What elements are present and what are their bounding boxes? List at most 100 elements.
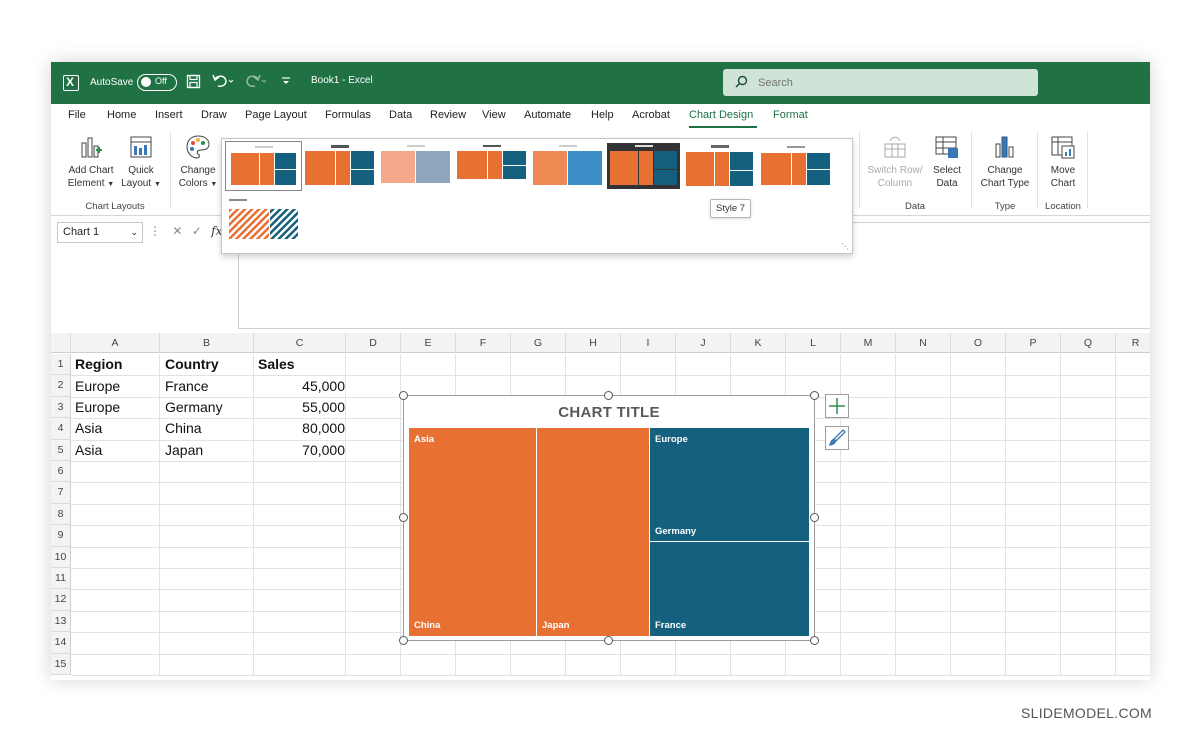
row-header-13[interactable]: 13	[51, 610, 71, 633]
cell-c1[interactable]: Sales	[258, 356, 295, 372]
tab-help[interactable]: Help	[591, 109, 614, 121]
resize-handle-bottom-right[interactable]	[810, 636, 819, 645]
cell-b1[interactable]: Country	[165, 356, 219, 372]
tab-page-layout[interactable]: Page Layout	[245, 109, 307, 121]
select-all-corner[interactable]	[51, 333, 71, 353]
chart-style-1[interactable]	[225, 141, 302, 191]
tab-format[interactable]: Format	[773, 109, 808, 121]
tab-view[interactable]: View	[482, 109, 506, 121]
row-header-9[interactable]: 9	[51, 525, 71, 547]
insert-function-icon[interactable]: fx	[211, 224, 223, 238]
tab-file[interactable]: File	[68, 109, 86, 121]
row-header-4[interactable]: 4	[51, 418, 71, 440]
column-header-g[interactable]: G	[511, 333, 566, 353]
chart-style-8[interactable]	[759, 143, 832, 189]
cell-c5[interactable]: 70,000	[302, 442, 345, 458]
row-header-7[interactable]: 7	[51, 482, 71, 504]
cell-c3[interactable]: 55,000	[302, 399, 345, 415]
treemap-chart[interactable]: CHART TITLE China Japan Asia Germany France E…	[403, 395, 815, 641]
enter-icon[interactable]: ✓	[191, 224, 202, 238]
change-chart-type-button[interactable]: Change Chart Type	[975, 134, 1035, 190]
add-chart-element-button[interactable]: Add Chart Element ▼	[63, 134, 119, 191]
undo-icon[interactable]	[211, 73, 233, 89]
chart-style-9[interactable]	[227, 197, 300, 243]
chevron-down-icon[interactable]: ⌄	[130, 227, 138, 237]
column-header-l[interactable]: L	[786, 333, 841, 353]
tab-insert[interactable]: Insert	[155, 109, 183, 121]
tab-acrobat[interactable]: Acrobat	[632, 109, 670, 121]
cancel-icon[interactable]: ✕	[172, 224, 183, 238]
column-header-f[interactable]: F	[456, 333, 511, 353]
save-icon[interactable]	[186, 74, 201, 89]
column-header-c[interactable]: C	[254, 333, 346, 353]
chart-style-7[interactable]	[683, 143, 756, 189]
chart-title[interactable]: CHART TITLE	[558, 404, 660, 421]
cell-a1[interactable]: Region	[75, 356, 123, 372]
cell-b3[interactable]: Germany	[165, 399, 223, 415]
row-header-5[interactable]: 5	[51, 439, 71, 461]
column-header-m[interactable]: M	[841, 333, 896, 353]
resize-handle-right[interactable]	[810, 513, 819, 522]
column-header-r[interactable]: R	[1116, 333, 1150, 353]
tab-chart-design[interactable]: Chart Design	[689, 109, 754, 121]
cell-b4[interactable]: China	[165, 420, 202, 436]
tab-review[interactable]: Review	[430, 109, 467, 121]
row-header-2[interactable]: 2	[51, 375, 71, 397]
chart-style-5[interactable]	[531, 143, 604, 189]
tab-formulas[interactable]: Formulas	[325, 109, 371, 121]
chart-style-2[interactable]	[303, 143, 376, 189]
cell-c4[interactable]: 80,000	[302, 420, 345, 436]
redo-icon[interactable]	[244, 73, 266, 89]
resize-handle-bottom-left[interactable]	[399, 636, 408, 645]
more-options-icon[interactable]: ⋮	[149, 224, 161, 238]
row-header-10[interactable]: 10	[51, 546, 71, 568]
row-header-12[interactable]: 12	[51, 589, 71, 611]
cell-a4[interactable]: Asia	[75, 420, 103, 436]
name-box[interactable]: Chart 1 ⌄	[57, 222, 143, 243]
chart-style-3[interactable]	[379, 143, 452, 189]
chart-elements-button[interactable]	[825, 394, 849, 418]
column-header-q[interactable]: Q	[1061, 333, 1116, 353]
column-header-e[interactable]: E	[401, 333, 456, 353]
row-header-8[interactable]: 8	[51, 503, 71, 526]
column-header-i[interactable]: I	[621, 333, 676, 353]
column-header-h[interactable]: H	[566, 333, 621, 353]
gallery-resize-icon[interactable]: ⋱	[841, 242, 849, 251]
row-header-15[interactable]: 15	[51, 653, 71, 675]
chart-style-4[interactable]	[455, 143, 528, 189]
column-header-j[interactable]: J	[676, 333, 731, 353]
column-header-p[interactable]: P	[1006, 333, 1061, 353]
column-header-n[interactable]: N	[896, 333, 951, 353]
resize-handle-left[interactable]	[399, 513, 408, 522]
search-input[interactable]	[758, 76, 1018, 89]
treemap-tile-china[interactable]	[409, 428, 536, 636]
switch-row-column-button[interactable]: Switch Row/ Column	[863, 134, 927, 190]
column-header-a[interactable]: A	[71, 333, 160, 353]
treemap-tile-japan[interactable]	[537, 428, 649, 636]
row-header-1[interactable]: 1	[51, 354, 71, 376]
cell-c2[interactable]: 45,000	[302, 378, 345, 394]
column-header-d[interactable]: D	[346, 333, 401, 353]
search-box[interactable]	[723, 69, 1038, 96]
autosave-toggle[interactable]: Off	[137, 74, 177, 91]
resize-handle-bottom[interactable]	[604, 636, 613, 645]
column-header-b[interactable]: B	[160, 333, 254, 353]
resize-handle-top-left[interactable]	[399, 391, 408, 400]
treemap-tile-germany[interactable]	[650, 428, 809, 542]
row-header-3[interactable]: 3	[51, 396, 71, 419]
change-colors-button[interactable]: Change Colors ▼	[175, 134, 221, 191]
tab-automate[interactable]: Automate	[524, 109, 572, 121]
column-header-o[interactable]: O	[951, 333, 1006, 353]
cell-b5[interactable]: Japan	[165, 442, 204, 458]
chart-style-6[interactable]	[607, 143, 680, 189]
treemap-tile-france[interactable]	[650, 542, 809, 636]
row-header-11[interactable]: 11	[51, 568, 71, 590]
cell-a5[interactable]: Asia	[75, 442, 103, 458]
quick-layout-button[interactable]: Quick Layout ▼	[121, 134, 161, 191]
cell-a3[interactable]: Europe	[75, 399, 121, 415]
tab-home[interactable]: Home	[107, 109, 137, 121]
column-header-k[interactable]: K	[731, 333, 786, 353]
customize-toolbar-icon[interactable]	[281, 75, 291, 87]
move-chart-button[interactable]: Move Chart	[1041, 134, 1085, 190]
resize-handle-top[interactable]	[604, 391, 613, 400]
